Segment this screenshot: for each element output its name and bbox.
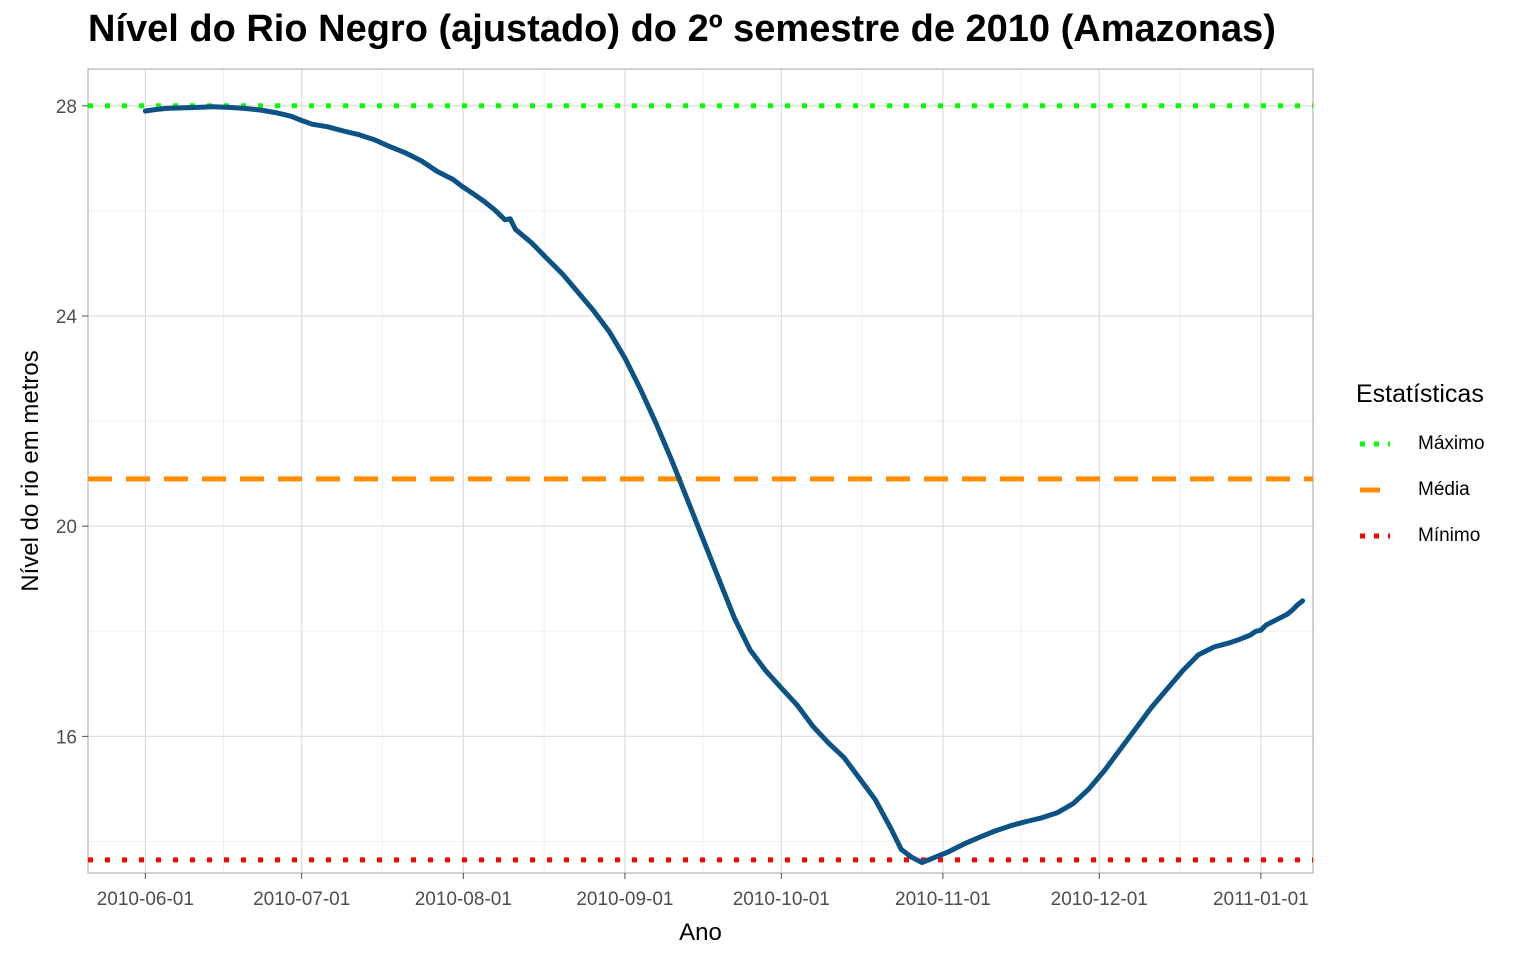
y-axis-ticks: 16 20 24 28 xyxy=(56,97,88,748)
legend-key-maximo xyxy=(1360,441,1390,447)
x-tick-label: 2011-01-01 xyxy=(1213,889,1309,910)
legend-title: Estatísticas xyxy=(1356,380,1484,408)
legend-key-media xyxy=(1360,487,1390,493)
legend-label-maximo: Máximo xyxy=(1418,433,1485,454)
x-tick-label: 2010-07-01 xyxy=(253,889,350,910)
legend-label-minimo: Mínimo xyxy=(1418,525,1481,546)
y-tick-label: 16 xyxy=(56,727,77,748)
x-tick-label: 2010-12-01 xyxy=(1051,889,1148,910)
series-line-rio-negro xyxy=(142,104,1306,865)
y-tick-label: 28 xyxy=(56,97,77,118)
x-tick-label: 2010-11-01 xyxy=(895,889,991,910)
x-tick-label: 2010-10-01 xyxy=(733,889,830,910)
y-axis-title: Nível do rio em metros xyxy=(17,350,44,591)
x-axis-ticks: 2010-06-01 2010-07-01 2010-08-01 2010-09-01… xyxy=(97,873,1309,910)
x-tick-label: 2010-06-01 xyxy=(97,889,194,910)
x-axis-title: Ano xyxy=(679,919,722,946)
legend-item-media: Média xyxy=(1356,467,1485,513)
legend-item-minimo: Mínimo xyxy=(1356,513,1485,559)
panel-border xyxy=(87,68,1314,874)
legend-item-maximo: Máximo xyxy=(1356,421,1485,467)
legend: Estatísticas Máximo Média Mínimo xyxy=(1356,380,1485,559)
major-gridlines xyxy=(88,69,1313,873)
minor-gridlines xyxy=(88,69,1313,873)
chart-title: Nível do Rio Negro (ajustado) do 2º seme… xyxy=(88,8,1276,50)
x-tick-label: 2010-09-01 xyxy=(576,889,673,910)
y-tick-label: 20 xyxy=(56,517,77,538)
legend-key-minimo xyxy=(1360,533,1390,539)
legend-label-media: Média xyxy=(1418,479,1470,500)
x-tick-label: 2010-08-01 xyxy=(415,889,512,910)
y-tick-label: 24 xyxy=(56,307,78,328)
reference-lines xyxy=(88,103,1313,863)
